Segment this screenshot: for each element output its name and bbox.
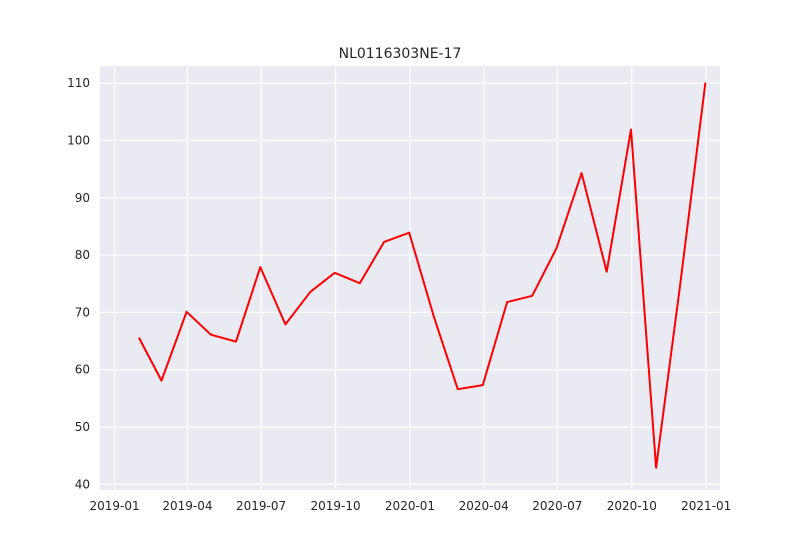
y-tick-label: 110 [67, 76, 90, 90]
y-tick-label: 80 [75, 248, 90, 262]
y-gridlines [100, 82, 720, 485]
x-tick-label: 2021-01 [681, 499, 731, 513]
x-tick-label: 2020-07 [532, 499, 582, 513]
y-tick-label: 100 [67, 133, 90, 147]
x-tick-label: 2020-10 [607, 499, 657, 513]
y-tick-labels: 40 50 60 70 80 90 100 110 [67, 76, 90, 491]
y-tick-label: 90 [75, 191, 90, 205]
x-tick-label: 2020-01 [385, 499, 435, 513]
y-tick-label: 70 [75, 305, 90, 319]
x-tick-label: 2019-10 [310, 499, 360, 513]
series-line [138, 82, 707, 469]
y-tick-label: 50 [75, 420, 90, 434]
x-tick-label: 2019-04 [162, 499, 212, 513]
y-tick-label: 40 [75, 477, 90, 491]
x-tick-label: 2020-04 [459, 499, 509, 513]
y-tick-label: 60 [75, 363, 90, 377]
chart-title: NL0116303NE-17 [339, 46, 462, 62]
x-tick-label: 2019-01 [89, 499, 139, 513]
x-tick-label: 2019-07 [236, 499, 286, 513]
x-tick-labels: 2019-01 2019-04 2019-07 2019-10 2020-01 2020-… [89, 499, 731, 513]
